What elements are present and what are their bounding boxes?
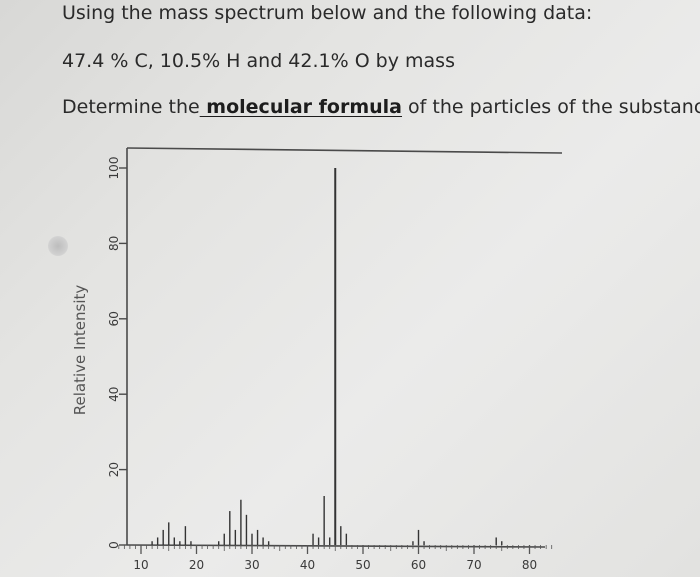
x-tick-label: 30	[244, 558, 259, 572]
y-axis-label: Relative Intensity	[71, 285, 89, 416]
question-suffix: of the particles of the substance.	[402, 96, 700, 118]
y-tick-label: 60	[107, 311, 121, 326]
y-tick-label: 20	[107, 462, 121, 477]
x-axis-line	[126, 544, 546, 548]
question-line-3: Determine the molecular formula of the p…	[62, 96, 700, 118]
x-tick-label: 10	[133, 558, 148, 572]
chart-frame-top	[126, 147, 563, 154]
y-tick-label: 80	[107, 236, 121, 251]
y-tick-label: 0	[107, 541, 121, 549]
x-tick-label: 50	[355, 558, 370, 572]
question-line-1: Using the mass spectrum below and the fo…	[62, 2, 593, 24]
x-tick-label: 60	[411, 558, 426, 572]
x-axis-ticks: 10 20 30 40 50 60 70 80	[118, 545, 553, 572]
x-tick-label: 40	[300, 558, 315, 572]
spectrum-bars	[151, 168, 503, 545]
x-tick-label: 70	[466, 558, 481, 572]
question-line-2: 47.4 % C, 10.5% H and 42.1% O by mass	[62, 50, 455, 72]
question-prefix: Determine the	[62, 96, 200, 118]
y-axis-ticks: 0 20 40 60 80 100	[107, 157, 127, 549]
molecular-formula-link: molecular formula	[199, 96, 403, 118]
y-tick-label: 100	[107, 157, 121, 180]
smudge-mark	[48, 236, 68, 256]
x-tick-label: 20	[189, 558, 204, 572]
y-tick-label: 40	[107, 387, 121, 402]
x-tick-label: 80	[522, 558, 537, 572]
